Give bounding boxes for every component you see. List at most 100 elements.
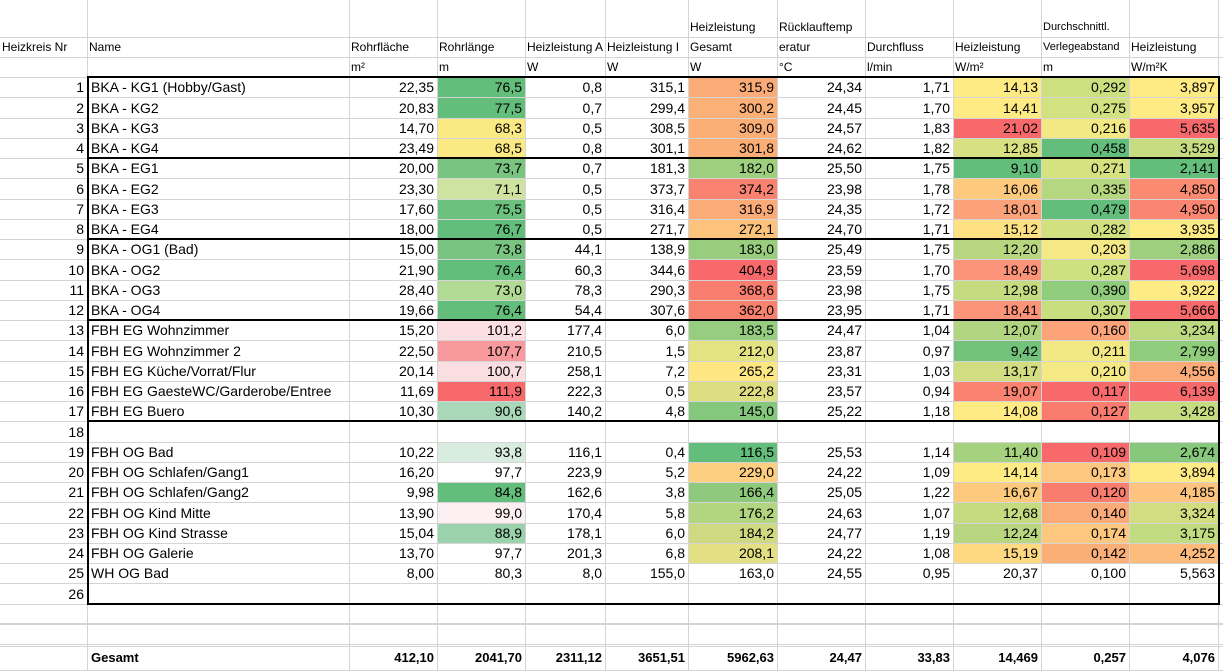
column-header-flaeche[interactable]: Rohrfläche	[351, 40, 410, 54]
cell-name[interactable]: FBH EG Buero	[91, 403, 185, 419]
cell-gesamt[interactable]: 272,1	[689, 220, 777, 239]
cell-name[interactable]: BKA - KG1 (Hobby/Gast)	[91, 79, 246, 95]
cell-heizI[interactable]: 181,3	[649, 160, 685, 176]
cell-nr[interactable]: 6	[76, 181, 84, 197]
cell-ruecklauf[interactable]: 24,70	[826, 221, 862, 237]
cell-name[interactable]: BKA - EG3	[91, 201, 159, 217]
cell-laenge[interactable]: 97,7	[438, 463, 525, 482]
cell-name[interactable]: FBH EG Wohnzimmer	[91, 322, 230, 338]
cell-heizA[interactable]: 258,1	[566, 363, 602, 379]
cell-nr[interactable]: 24	[68, 545, 84, 561]
cell-ruecklauf[interactable]: 23,59	[826, 262, 862, 278]
cell-heizI[interactable]: 6,0	[665, 322, 685, 338]
cell-ruecklauf[interactable]: 24,35	[826, 201, 862, 217]
cell-laenge[interactable]: 73,0	[438, 281, 525, 300]
cell-gesamt[interactable]	[689, 422, 777, 442]
cell-heizk[interactable]: 3,894	[1130, 463, 1218, 482]
cell-heizm2[interactable]	[954, 422, 1041, 442]
cell-nr[interactable]: 26	[68, 586, 84, 602]
cell-heizk[interactable]: 3,897	[1130, 78, 1218, 97]
cell-flaeche[interactable]: 20,83	[398, 100, 434, 116]
cell-laenge[interactable]: 76,4	[438, 301, 525, 320]
total-abstand[interactable]: 0,257	[1093, 650, 1126, 665]
cell-name[interactable]: BKA - EG4	[91, 221, 159, 237]
cell-flaeche[interactable]: 15,20	[398, 322, 434, 338]
cell-durchfluss[interactable]: 1,82	[922, 140, 950, 156]
cell-ruecklauf[interactable]: 24,77	[826, 525, 862, 541]
cell-durchfluss[interactable]: 1,08	[922, 545, 950, 561]
cell-heizm2[interactable]: 12,24	[954, 524, 1041, 543]
cell-gesamt[interactable]: 182,0	[689, 159, 777, 178]
cell-gesamt[interactable]: 265,2	[689, 362, 777, 381]
cell-heizA[interactable]: 177,4	[566, 322, 602, 338]
cell-abstand[interactable]: 0,479	[1042, 200, 1129, 219]
cell-heizm2[interactable]: 19,07	[954, 382, 1041, 401]
cell-heizA[interactable]: 0,5	[582, 181, 602, 197]
cell-heizk[interactable]: 5,563	[1130, 564, 1218, 583]
cell-ruecklauf[interactable]: 23,57	[826, 383, 862, 399]
cell-heizA[interactable]: 0,5	[582, 201, 602, 217]
cell-heizk[interactable]: 4,850	[1130, 179, 1218, 199]
cell-ruecklauf[interactable]: 25,05	[826, 484, 862, 500]
cell-heizk[interactable]: 5,666	[1130, 301, 1218, 320]
cell-flaeche[interactable]: 15,04	[398, 525, 434, 541]
cell-nr[interactable]: 19	[68, 444, 84, 460]
cell-heizI[interactable]: 307,6	[649, 302, 685, 318]
cell-heizA[interactable]: 0,8	[582, 79, 602, 95]
cell-heizm2[interactable]: 12,68	[954, 503, 1041, 523]
cell-heizA[interactable]: 223,9	[566, 464, 602, 480]
cell-durchfluss[interactable]: 1,07	[922, 505, 950, 521]
cell-heizI[interactable]: 138,9	[649, 241, 685, 257]
cell-name[interactable]: FBH OG Galerie	[91, 545, 194, 561]
cell-heizI[interactable]: 308,5	[649, 120, 685, 136]
cell-abstand[interactable]: 0,203	[1042, 240, 1129, 259]
column-header-nr[interactable]: Heizkreis Nr	[2, 40, 68, 54]
cell-abstand[interactable]: 0,210	[1042, 362, 1129, 381]
cell-laenge[interactable]: 68,5	[438, 139, 525, 158]
cell-heizk[interactable]	[1130, 422, 1218, 442]
cell-laenge[interactable]: 88,9	[438, 524, 525, 543]
cell-ruecklauf[interactable]: 24,62	[826, 140, 862, 156]
cell-laenge[interactable]: 100,7	[438, 362, 525, 381]
cell-ruecklauf[interactable]	[778, 422, 865, 442]
cell-laenge[interactable]: 101,2	[438, 321, 525, 340]
cell-heizI[interactable]: 0,4	[665, 444, 685, 460]
cell-heizk[interactable]: 3,529	[1130, 139, 1218, 158]
column-header-durchfluss[interactable]: Durchfluss	[867, 40, 924, 54]
cell-durchfluss[interactable]: 1,70	[922, 262, 950, 278]
cell-laenge[interactable]	[438, 584, 525, 604]
cell-flaeche[interactable]	[350, 422, 437, 442]
cell-abstand[interactable]: 0,335	[1042, 179, 1129, 199]
cell-heizm2[interactable]: 20,37	[954, 564, 1041, 583]
cell-name[interactable]: BKA - OG1 (Bad)	[91, 241, 199, 257]
cell-heizm2[interactable]: 16,67	[954, 483, 1041, 502]
cell-heizm2[interactable]: 16,06	[954, 179, 1041, 199]
cell-heizI[interactable]: 315,1	[649, 79, 685, 95]
cell-abstand[interactable]: 0,109	[1042, 443, 1129, 462]
column-unit-abstand[interactable]: m	[1043, 60, 1053, 74]
cell-flaeche[interactable]: 8,00	[406, 565, 434, 581]
cell-name[interactable]: BKA - KG4	[91, 140, 159, 156]
cell-abstand[interactable]	[1042, 584, 1129, 604]
cell-ruecklauf[interactable]: 24,22	[826, 545, 862, 561]
cell-heizA[interactable]: 44,1	[574, 241, 602, 257]
cell-heizI[interactable]	[606, 422, 688, 442]
cell-laenge[interactable]: 111,9	[438, 382, 525, 401]
cell-nr[interactable]: 1	[76, 79, 84, 95]
cell-heizm2[interactable]: 12,98	[954, 281, 1041, 300]
cell-heizA[interactable]: 201,3	[566, 545, 602, 561]
cell-gesamt[interactable]: 362,0	[689, 301, 777, 320]
cell-heizA[interactable]	[526, 584, 605, 604]
cell-heizm2[interactable]: 18,49	[954, 260, 1041, 280]
cell-heizm2[interactable]: 13,17	[954, 362, 1041, 381]
total-laenge[interactable]: 2041,70	[475, 650, 522, 665]
column-unit-ruecklauf[interactable]: °C	[779, 60, 793, 74]
cell-heizm2[interactable]: 12,07	[954, 321, 1041, 340]
cell-laenge[interactable]: 90,6	[438, 402, 525, 421]
total-flaeche[interactable]: 412,10	[394, 650, 434, 665]
cell-heizk[interactable]: 4,556	[1130, 362, 1218, 381]
cell-ruecklauf[interactable]: 24,57	[826, 120, 862, 136]
cell-abstand[interactable]: 0,282	[1042, 220, 1129, 239]
cell-gesamt[interactable]: 183,0	[689, 240, 777, 259]
cell-ruecklauf[interactable]: 24,22	[826, 464, 862, 480]
